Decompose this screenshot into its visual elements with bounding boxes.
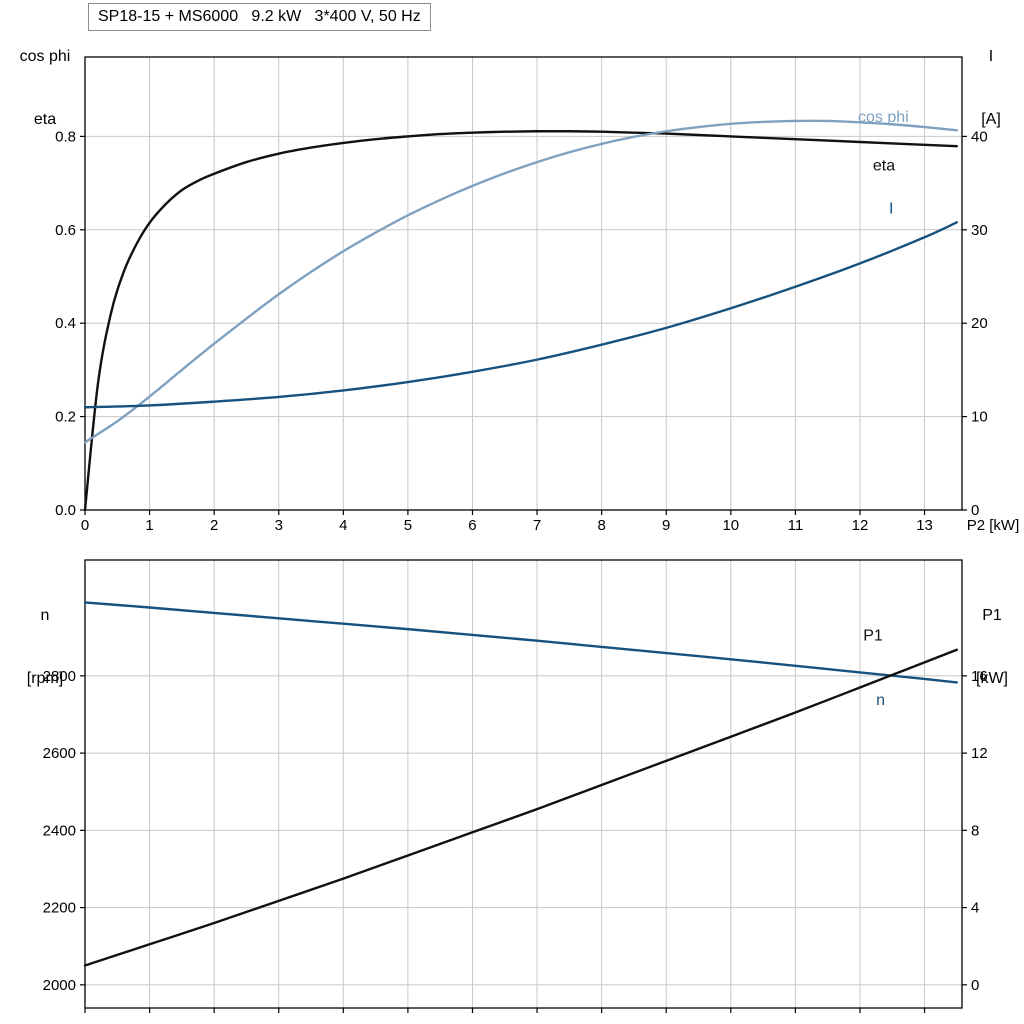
x-tick-label: 6	[468, 517, 476, 534]
y-left-tick-label: 2200	[43, 900, 76, 917]
y-left-tick-label: 2600	[43, 745, 76, 762]
axis-header-p1-unit: [kW]	[976, 670, 1008, 687]
y-right-tick-label: 40	[971, 128, 988, 145]
y-left-tick-label: 0.8	[55, 128, 76, 145]
chart-title-box: SP18-15 + MS6000 9.2 kW 3*400 V, 50 Hz	[88, 3, 431, 31]
plot-border	[84, 559, 963, 1009]
y-right-tick-label: 30	[971, 222, 988, 239]
curve-label-I: I	[889, 200, 893, 217]
chart-motor-mechanical: 2000 2200 2400 2600 2800 0 4 8 12 16 P1 n	[43, 559, 988, 1013]
x-tick-label: 12	[852, 517, 869, 534]
axis-header-speed-unit: [rpm]	[26, 670, 64, 687]
axis-header-eta: eta	[33, 111, 57, 128]
y-right-tick-label: 8	[971, 822, 979, 839]
x-tick-label: 13	[916, 517, 933, 534]
y-right-tick-label: 20	[971, 315, 988, 332]
x-tick-label: 8	[597, 517, 605, 534]
x-tick-label: 3	[275, 517, 283, 534]
y-right-tick-label: 0	[971, 977, 979, 994]
axis-header-p1: P1	[982, 607, 1002, 624]
curve-eta	[83, 129, 959, 512]
y-left-tick-label: 2400	[43, 822, 76, 839]
x-tick-label: 5	[404, 517, 412, 534]
curve-n	[83, 601, 959, 684]
curve-label-cos-phi: cos phi	[858, 109, 909, 126]
curve-I	[83, 221, 959, 409]
plot-border	[84, 56, 963, 511]
x-tick-label: 10	[722, 517, 739, 534]
x-tick-label: 7	[533, 517, 541, 534]
x-tick-label: 11	[788, 517, 804, 534]
y-right-tick-label: 0	[971, 502, 979, 519]
y-right-tick-label: 4	[971, 900, 979, 917]
y-right-tick-label: 12	[971, 745, 988, 762]
x-tick-label: 0	[81, 517, 89, 534]
y-left-tick-label: 0.2	[55, 409, 76, 426]
curve-P1	[83, 648, 959, 967]
y-left-tick-label: 0.6	[55, 222, 76, 239]
top-right-axis-header: I [A]	[962, 4, 1020, 172]
x-axis-label: P2 [kW]	[966, 517, 1020, 534]
y-right-tick-label: 16	[971, 668, 988, 685]
top-left-axis-header: cos phi eta	[6, 4, 84, 172]
y-left-tick-label: 2000	[43, 977, 76, 994]
bottom-left-axis-header: n [rpm]	[6, 563, 84, 731]
axis-header-cos-phi: cos phi	[19, 48, 71, 65]
curve-label-n: n	[876, 692, 885, 709]
y-left-tick-label: 0.0	[55, 502, 76, 519]
x-tick-label: 2	[210, 517, 218, 534]
y-left-tick-label: 2800	[43, 668, 76, 685]
curve-cos-phi	[83, 119, 959, 444]
y-right-tick-label: 10	[971, 409, 988, 426]
axis-header-current: I	[988, 48, 994, 65]
chart-motor-electrical: 0 1 2 3 4 5 6 7 8 9 10 11 12 130.00.20.40.60.80102030…	[55, 56, 988, 534]
axis-header-current-unit: [A]	[981, 111, 1001, 128]
axis-header-speed: n	[40, 607, 50, 624]
bottom-right-axis-header: P1 [kW]	[962, 563, 1022, 731]
curve-label-P1: P1	[863, 627, 883, 644]
x-tick-label: 1	[145, 517, 153, 534]
x-tick-label: 4	[339, 517, 347, 534]
curve-label-eta: eta	[873, 157, 895, 174]
y-left-tick-label: 0.4	[55, 315, 76, 332]
x-tick-label: 9	[662, 517, 670, 534]
